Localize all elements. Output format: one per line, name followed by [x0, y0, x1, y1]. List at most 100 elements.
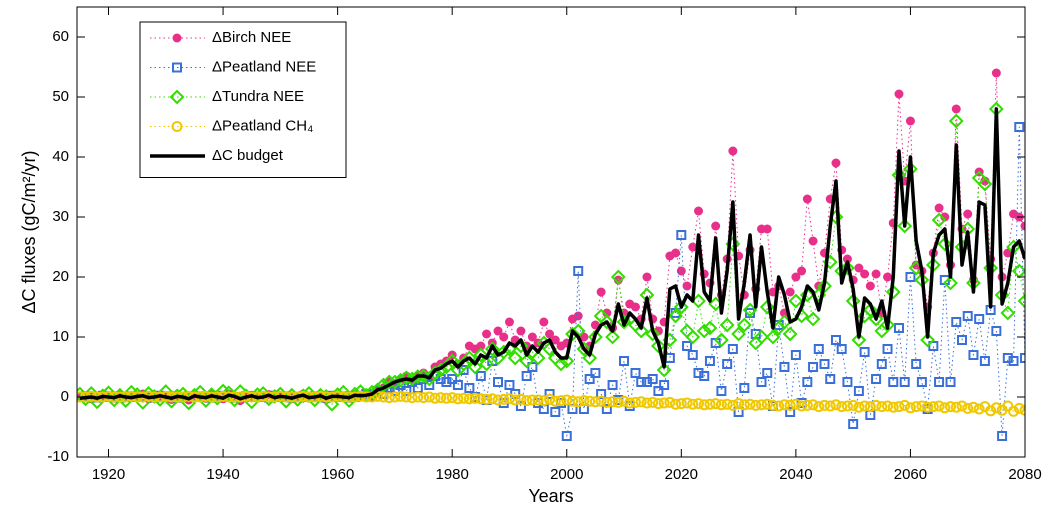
marker [555, 395, 567, 407]
marker [675, 398, 687, 410]
marker [813, 401, 825, 413]
y-tick-label: 10 [52, 328, 69, 345]
marker [733, 398, 745, 410]
series-layer [77, 68, 1025, 441]
marker [813, 344, 824, 354]
marker [424, 380, 435, 390]
marker [687, 398, 699, 410]
marker [658, 397, 670, 409]
marker [802, 377, 813, 387]
marker [527, 332, 537, 342]
marker [687, 350, 698, 360]
marker [641, 397, 653, 409]
marker [871, 269, 881, 279]
marker [778, 399, 790, 411]
marker [1008, 356, 1019, 366]
marker [802, 194, 812, 204]
marker [862, 302, 878, 318]
marker [904, 402, 916, 414]
marker [1011, 263, 1025, 279]
x-tick-label: 1920 [92, 466, 125, 483]
marker [819, 399, 831, 411]
marker [847, 399, 859, 411]
marker [464, 383, 475, 393]
marker [561, 394, 573, 406]
marker [1002, 400, 1014, 412]
marker [716, 386, 727, 396]
marker [1020, 221, 1025, 231]
marker [406, 392, 418, 404]
marker [817, 278, 832, 294]
marker [767, 399, 779, 411]
marker [530, 350, 546, 366]
marker [997, 431, 1008, 441]
marker [545, 329, 555, 339]
x-tick-label: 1960 [321, 466, 354, 483]
marker [1020, 353, 1025, 363]
marker [860, 269, 870, 279]
marker [916, 400, 928, 412]
marker [682, 281, 692, 291]
marker [762, 368, 773, 378]
marker [515, 401, 526, 411]
marker [458, 365, 469, 375]
marker [605, 329, 620, 345]
marker [871, 374, 882, 384]
marker [853, 386, 864, 396]
marker [486, 393, 498, 405]
marker [842, 254, 852, 264]
y-tick-label: 0 [61, 388, 69, 405]
marker [561, 431, 572, 441]
marker [865, 410, 876, 420]
y-tick-label: 20 [52, 268, 69, 285]
marker [681, 397, 693, 409]
marker [736, 317, 752, 333]
marker [977, 176, 993, 192]
marker [911, 359, 922, 369]
marker [765, 329, 781, 345]
marker [899, 377, 910, 387]
marker [544, 389, 555, 399]
marker [933, 400, 945, 412]
marker [479, 356, 494, 372]
marker [673, 299, 689, 315]
marker [599, 314, 615, 330]
marker [1008, 405, 1020, 417]
marker [515, 393, 527, 405]
marker [842, 377, 853, 387]
marker [943, 275, 958, 291]
marker [612, 396, 624, 408]
marker [830, 399, 842, 411]
marker [851, 332, 867, 348]
marker [172, 62, 182, 73]
marker [887, 401, 899, 413]
x-tick-label: 1980 [436, 466, 469, 483]
marker [521, 371, 532, 381]
marker [461, 350, 477, 366]
marker [893, 323, 904, 333]
marker [759, 299, 775, 315]
marker [499, 332, 509, 342]
marker [601, 396, 613, 408]
marker [963, 209, 973, 219]
marker [452, 393, 464, 405]
marker [927, 401, 939, 413]
marker [785, 407, 796, 417]
marker [493, 377, 504, 387]
marker [676, 266, 686, 276]
marker [389, 391, 401, 403]
marker [645, 326, 661, 342]
marker [819, 359, 830, 369]
marker [979, 356, 990, 366]
marker [595, 395, 607, 407]
marker [990, 402, 1002, 414]
marker [784, 399, 796, 411]
marker [381, 374, 397, 390]
marker [713, 332, 729, 348]
y-tick-label: -10 [47, 448, 69, 465]
marker [527, 362, 538, 372]
marker [722, 359, 733, 369]
marker [761, 398, 773, 410]
marker [831, 158, 841, 168]
